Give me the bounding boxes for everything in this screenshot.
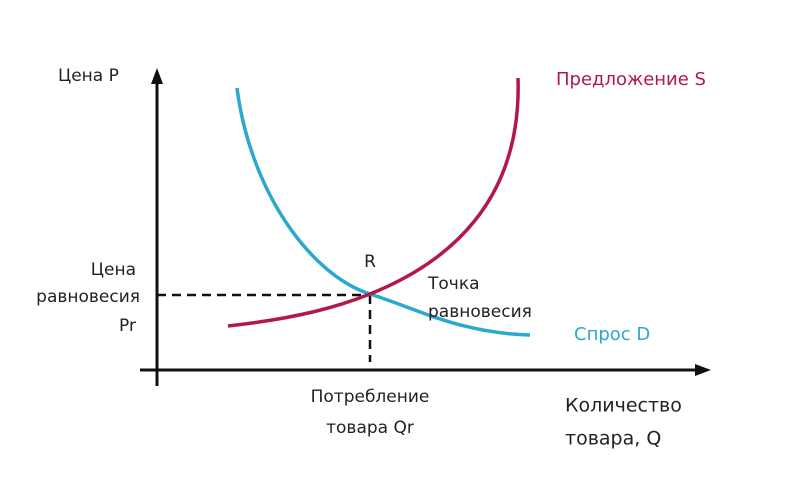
quantity-label: Потребление — [311, 387, 430, 407]
x-axis-arrow — [695, 364, 711, 376]
x-axis-label: товара, Q — [565, 428, 661, 450]
demand-curve — [235, 87, 531, 337]
supply-label: Предложение S — [556, 69, 706, 90]
quantity-label: товара Qr — [326, 418, 414, 438]
price-label: равновесия — [36, 287, 140, 307]
y-axis-label: Цена P — [58, 66, 119, 86]
equilibrium-label: равновесия — [428, 302, 532, 322]
equilibrium-label: Точка — [427, 274, 480, 294]
price-label: Цена — [91, 260, 136, 280]
point-label: R — [364, 252, 376, 272]
y-axis-arrow — [151, 68, 163, 84]
supply-curve — [227, 77, 520, 328]
price-label: Pr — [119, 316, 136, 336]
x-axis-label: Количество — [565, 395, 682, 417]
demand-label: Спрос D — [574, 324, 650, 345]
